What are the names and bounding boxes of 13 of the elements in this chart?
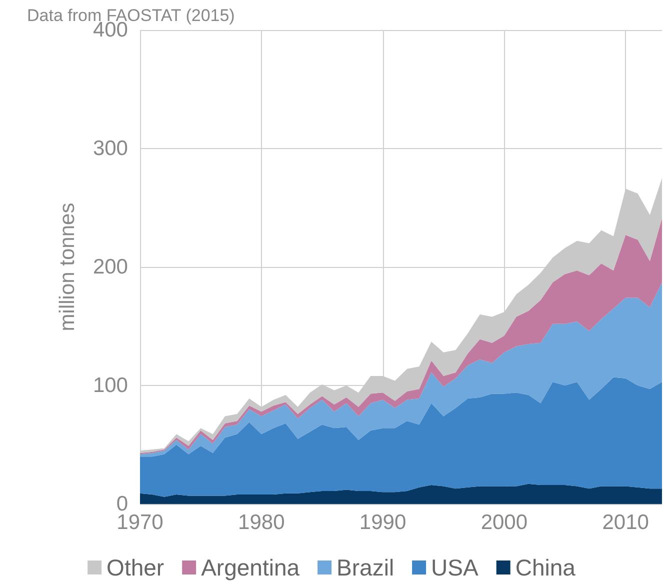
x-tick-label: 2010 — [602, 511, 649, 534]
legend-label: Argentina — [201, 554, 300, 580]
y-axis-title: million tonnes — [56, 202, 79, 332]
y-tick-label: 100 — [92, 374, 128, 397]
legend-label: China — [515, 554, 576, 580]
x-tick-label: 2000 — [480, 511, 528, 534]
y-tick-label: 200 — [92, 256, 128, 278]
x-tick-label: 1980 — [238, 511, 285, 534]
legend-label: USA — [431, 554, 480, 580]
x-tick-label: 1990 — [359, 511, 406, 534]
y-tick-label: 300 — [92, 137, 128, 160]
legend-label: Brazil — [336, 554, 394, 580]
legend-label: Other — [106, 554, 164, 580]
